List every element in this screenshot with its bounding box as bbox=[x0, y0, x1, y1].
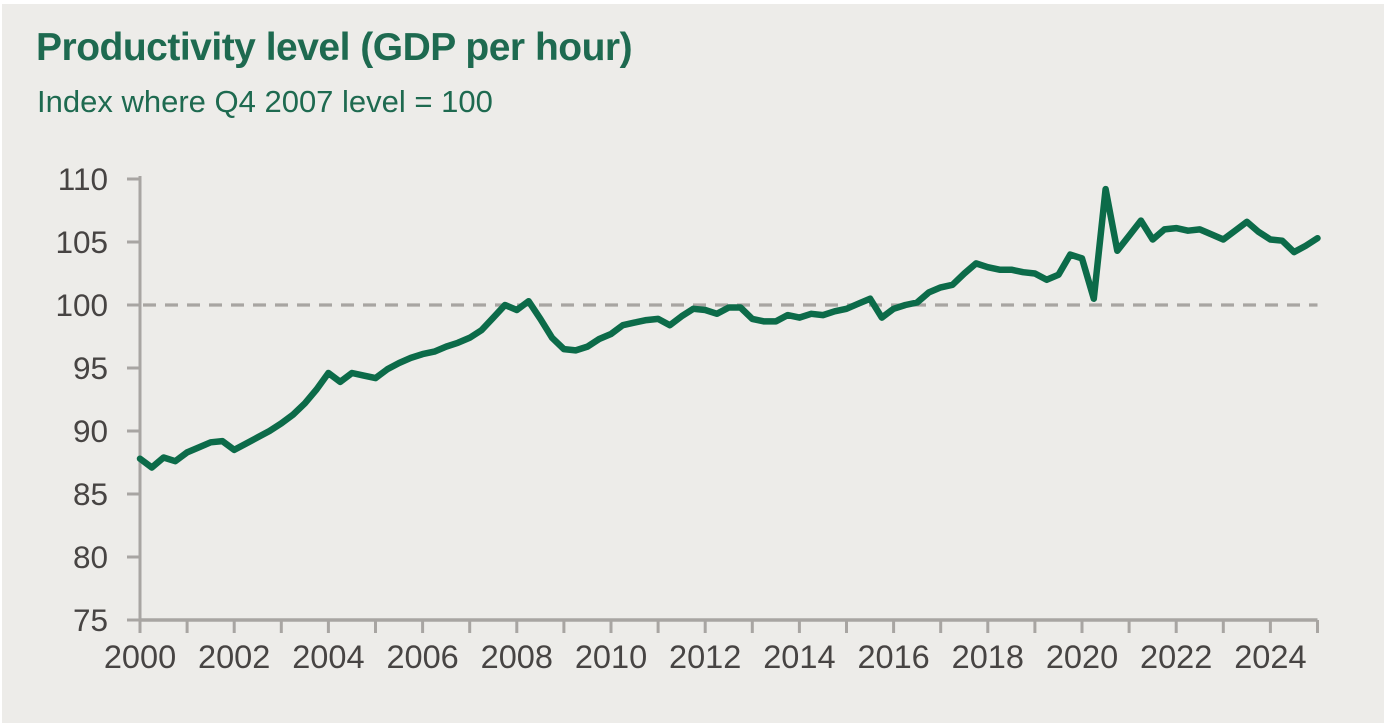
x-axis-tick-label: 2018 bbox=[952, 639, 1024, 675]
x-axis-tick-label: 2016 bbox=[857, 639, 929, 675]
x-axis-tick-label: 2022 bbox=[1140, 639, 1212, 675]
y-axis-tick-label: 105 bbox=[55, 224, 108, 260]
x-axis-tick-label: 2002 bbox=[198, 639, 270, 675]
chart-subtitle: Index where Q4 2007 level = 100 bbox=[37, 84, 493, 119]
y-axis-tick-label: 75 bbox=[73, 602, 108, 638]
chart-panel bbox=[2, 4, 1384, 723]
y-axis-tick-label: 95 bbox=[73, 350, 108, 386]
x-axis-tick-label: 2006 bbox=[386, 639, 458, 675]
x-axis-tick-label: 2014 bbox=[763, 639, 835, 675]
x-axis-tick-label: 2024 bbox=[1234, 639, 1306, 675]
y-axis-tick-label: 85 bbox=[73, 476, 108, 512]
chart-title: Productivity level (GDP per hour) bbox=[36, 26, 633, 69]
y-axis-tick-label: 90 bbox=[73, 413, 108, 449]
y-axis-tick-label: 80 bbox=[73, 539, 108, 575]
y-axis-tick-label: 110 bbox=[58, 161, 108, 197]
y-axis-tick-label: 100 bbox=[55, 287, 108, 323]
productivity-series-line bbox=[136, 185, 1321, 471]
x-axis-tick-label: 2012 bbox=[669, 639, 741, 675]
x-axis-tick-label: 2000 bbox=[104, 639, 176, 675]
x-axis-tick-label: 2008 bbox=[481, 639, 553, 675]
x-axis-tick-label: 2020 bbox=[1046, 639, 1118, 675]
x-axis-tick-label: 2004 bbox=[292, 639, 364, 675]
x-axis-tick-label: 2010 bbox=[575, 639, 647, 675]
